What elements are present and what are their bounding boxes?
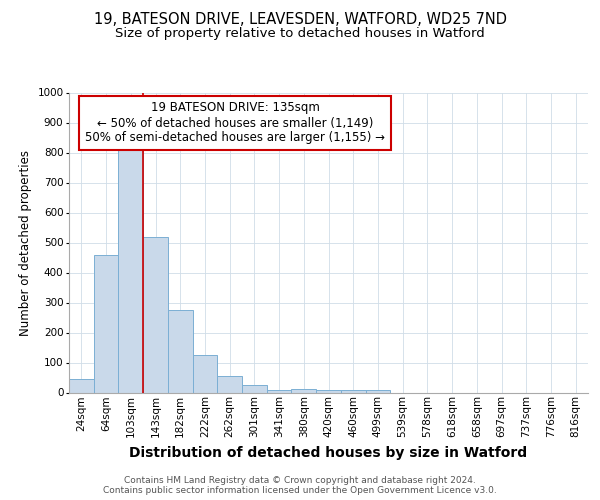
Bar bbox=[341, 390, 365, 392]
Y-axis label: Number of detached properties: Number of detached properties bbox=[19, 150, 32, 336]
Bar bbox=[292, 389, 316, 392]
X-axis label: Distribution of detached houses by size in Watford: Distribution of detached houses by size … bbox=[130, 446, 527, 460]
Text: 19 BATESON DRIVE: 135sqm
← 50% of detached houses are smaller (1,149)
50% of sem: 19 BATESON DRIVE: 135sqm ← 50% of detach… bbox=[85, 102, 385, 144]
Text: Contains HM Land Registry data © Crown copyright and database right 2024.
Contai: Contains HM Land Registry data © Crown c… bbox=[103, 476, 497, 495]
Bar bbox=[267, 390, 292, 392]
Bar bbox=[118, 150, 143, 392]
Bar bbox=[365, 390, 390, 392]
Bar bbox=[69, 379, 94, 392]
Bar bbox=[94, 254, 118, 392]
Bar bbox=[143, 236, 168, 392]
Text: 19, BATESON DRIVE, LEAVESDEN, WATFORD, WD25 7ND: 19, BATESON DRIVE, LEAVESDEN, WATFORD, W… bbox=[94, 12, 506, 28]
Bar bbox=[193, 355, 217, 393]
Text: Size of property relative to detached houses in Watford: Size of property relative to detached ho… bbox=[115, 28, 485, 40]
Bar bbox=[242, 385, 267, 392]
Bar bbox=[217, 376, 242, 392]
Bar bbox=[168, 310, 193, 392]
Bar bbox=[316, 390, 341, 392]
